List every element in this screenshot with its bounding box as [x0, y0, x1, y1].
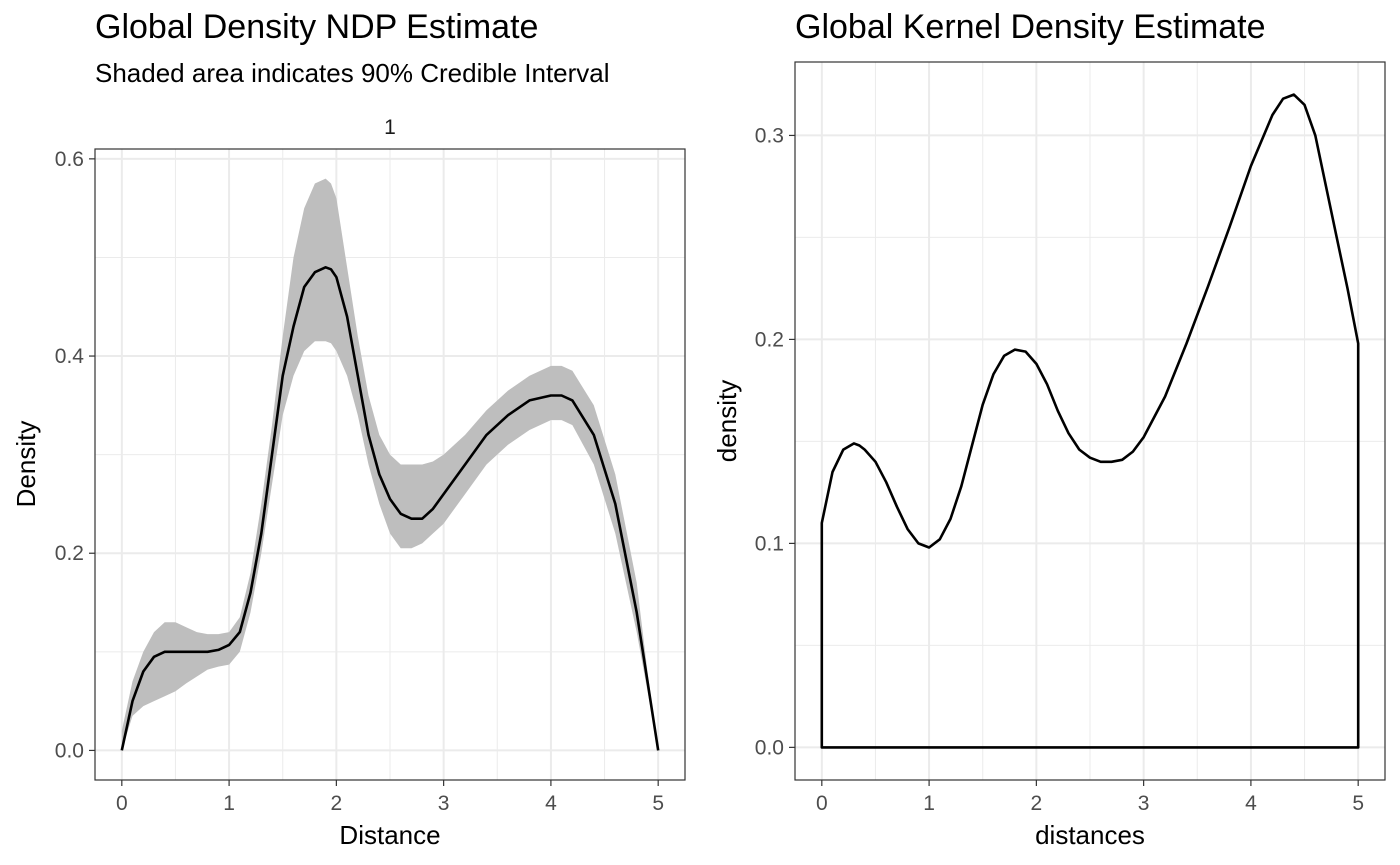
ndp-median-line — [120, 265, 660, 751]
ndp-subtitle: Shaded area indicates 90% Credible Inter… — [95, 58, 610, 88]
kde-x-tick-label: 4 — [1245, 792, 1257, 815]
kde-y-tick-label: 0.2 — [755, 328, 784, 351]
kde-y-tick-label: 0.0 — [755, 736, 784, 759]
kde-y-ticks: 0.0 0.1 0.2 0.3 — [755, 124, 795, 759]
kernel-density-curve — [820, 93, 1360, 749]
ndp-y-tick-label: 0.4 — [55, 345, 85, 368]
kde-grid — [795, 62, 1385, 780]
ndp-title: Global Density NDP Estimate — [95, 8, 538, 46]
kde-density-line — [820, 93, 1360, 749]
kde-x-tick-label: 0 — [816, 792, 828, 815]
kde-panel-border — [794, 61, 1386, 781]
kde-y-axis-title: density — [712, 380, 742, 462]
kde-x-tick-label: 1 — [923, 792, 935, 815]
ndp-y-tick-label: 0.2 — [55, 542, 84, 565]
credible-interval-band — [121, 178, 659, 751]
kde-x-ticks: 0 1 2 3 4 5 — [816, 780, 1364, 815]
ndp-x-tick-label: 4 — [545, 792, 557, 815]
facet-strip-label: 1 — [384, 116, 396, 139]
median-density-curve — [120, 265, 660, 751]
ndp-x-tick-label: 1 — [223, 792, 235, 815]
kde-x-axis-title: distances — [1035, 820, 1145, 850]
kde-y-tick-label: 0.1 — [755, 532, 784, 555]
ndp-y-tick-label: 0.0 — [55, 739, 84, 762]
ndp-panel-border — [94, 148, 686, 781]
kde-x-tick-label: 2 — [1031, 792, 1043, 815]
kde-y-tick-label: 0.3 — [755, 124, 784, 147]
kde-x-tick-label: 3 — [1138, 792, 1150, 815]
ndp-x-tick-label: 5 — [652, 792, 664, 815]
ndp-x-tick-label: 2 — [331, 792, 343, 815]
ndp-x-tick-label: 0 — [116, 792, 128, 815]
kde-panel: Global Kernel Density Estimate 0 1 2 3 4 5 0.… — [712, 8, 1386, 850]
ndp-x-ticks: 0 1 2 3 4 5 — [116, 780, 664, 815]
ndp-x-tick-label: 3 — [438, 792, 450, 815]
ndp-y-axis-title: Density — [11, 421, 41, 508]
credible-interval-area — [121, 178, 659, 751]
kde-title: Global Kernel Density Estimate — [795, 8, 1266, 46]
ndp-x-axis-title: Distance — [339, 820, 440, 850]
ndp-y-ticks: 0.0 0.2 0.4 0.6 — [55, 148, 95, 762]
kde-x-tick-label: 5 — [1352, 792, 1364, 815]
ndp-panel: Global Density NDP Estimate Shaded area … — [11, 8, 686, 850]
ndp-y-tick-label: 0.6 — [55, 148, 84, 171]
